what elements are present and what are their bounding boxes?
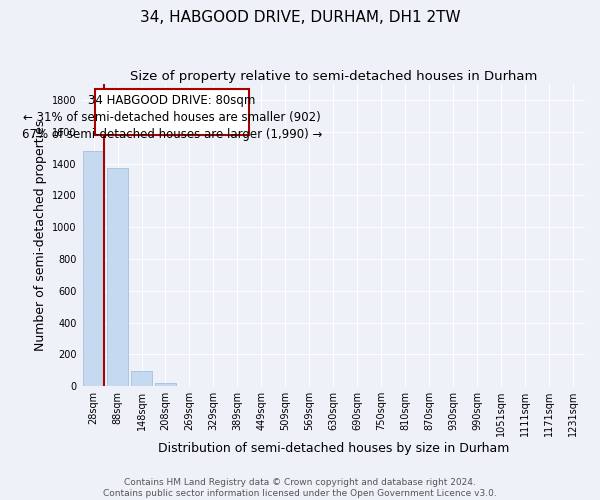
Text: Contains HM Land Registry data © Crown copyright and database right 2024.
Contai: Contains HM Land Registry data © Crown c… <box>103 478 497 498</box>
Bar <box>155 383 176 386</box>
Bar <box>83 151 104 386</box>
Bar <box>107 168 128 386</box>
Y-axis label: Number of semi-detached properties: Number of semi-detached properties <box>34 120 47 351</box>
Text: 34, HABGOOD DRIVE, DURHAM, DH1 2TW: 34, HABGOOD DRIVE, DURHAM, DH1 2TW <box>140 10 460 25</box>
Text: 34 HABGOOD DRIVE: 80sqm
← 31% of semi-detached houses are smaller (902)
67% of s: 34 HABGOOD DRIVE: 80sqm ← 31% of semi-de… <box>22 94 322 140</box>
X-axis label: Distribution of semi-detached houses by size in Durham: Distribution of semi-detached houses by … <box>158 442 509 455</box>
Bar <box>131 371 152 386</box>
Title: Size of property relative to semi-detached houses in Durham: Size of property relative to semi-detach… <box>130 70 537 83</box>
Bar <box>95 89 250 135</box>
